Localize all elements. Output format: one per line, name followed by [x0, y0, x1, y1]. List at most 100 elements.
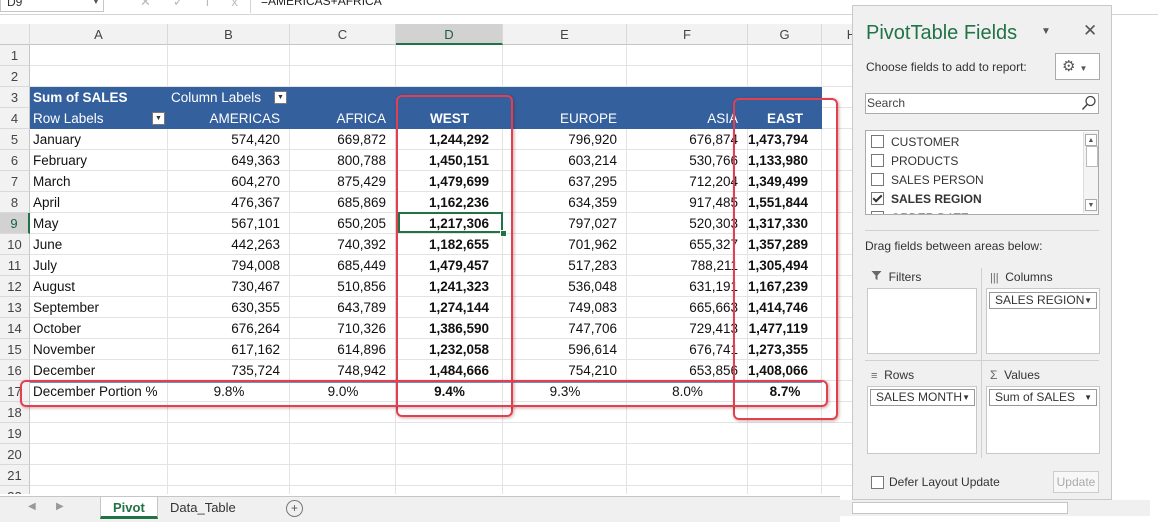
summary-value-cell[interactable]: 9.3% [549, 384, 581, 399]
row-header-4[interactable]: 4 [0, 108, 30, 129]
value-cell[interactable]: 1,408,066 [748, 363, 809, 378]
value-cell[interactable]: 442,263 [231, 237, 280, 252]
value-cell[interactable]: 631,191 [689, 279, 738, 294]
row-header-6[interactable]: 6 [0, 150, 30, 171]
summary-value-cell[interactable]: 8.7% [769, 384, 801, 399]
pivot-col-header-africa[interactable]: AFRICA [336, 111, 386, 126]
horizontal-scroll-thumb[interactable] [852, 502, 1068, 514]
value-cell[interactable]: 665,663 [689, 300, 738, 315]
value-cell[interactable]: 630,355 [231, 300, 280, 315]
search-icon[interactable] [1081, 95, 1097, 116]
row-header-9[interactable]: 9 [0, 213, 30, 234]
value-cell[interactable]: 603,214 [568, 153, 617, 168]
summary-value-cell[interactable]: 8.0% [672, 384, 703, 399]
value-cell[interactable]: 655,327 [689, 237, 738, 252]
value-cell[interactable]: 1,217,306 [428, 216, 489, 231]
value-cell[interactable]: 634,359 [568, 195, 617, 210]
row-header-21[interactable]: 21 [0, 465, 30, 486]
values-chip-sum-of-sales[interactable]: Sum of SALES ▼ [989, 389, 1097, 406]
tab-scroll-right-icon[interactable]: ▶ [56, 501, 64, 512]
value-cell[interactable]: 796,920 [568, 132, 617, 147]
update-button[interactable]: Update [1053, 471, 1099, 493]
field-list-scrollbar[interactable]: ▲ ▼ [1083, 132, 1098, 213]
value-cell[interactable]: 653,856 [689, 363, 738, 378]
field-item-order-date[interactable]: ORDER DATE [871, 209, 969, 214]
column-header-a[interactable]: A [30, 24, 168, 45]
filters-drop-area[interactable] [867, 288, 977, 354]
row-header-19[interactable]: 19 [0, 423, 30, 444]
value-cell[interactable]: 701,962 [568, 237, 617, 252]
value-cell[interactable]: 596,614 [568, 342, 617, 357]
value-cell[interactable]: 1,414,746 [748, 300, 809, 315]
field-item-sales-person[interactable]: SALES PERSON [871, 171, 984, 190]
value-cell[interactable]: 1,244,292 [428, 132, 489, 147]
value-cell[interactable]: 875,429 [337, 174, 386, 189]
value-cell[interactable]: 1,317,330 [748, 216, 809, 231]
pivot-col-header-americas[interactable]: AMERICAS [209, 111, 280, 126]
value-cell[interactable]: 729,413 [689, 321, 738, 336]
row-label-march[interactable]: March [33, 174, 71, 189]
field-list-scroll-thumb[interactable] [1086, 146, 1098, 167]
value-cell[interactable]: 617,162 [231, 342, 280, 357]
row-header-1[interactable]: 1 [0, 45, 30, 66]
value-cell[interactable]: 1,473,794 [748, 132, 809, 147]
field-checkbox[interactable] [871, 192, 884, 205]
value-cell[interactable]: 676,741 [689, 342, 738, 357]
columns-chip-sales-region[interactable]: SALES REGION ▼ [989, 292, 1097, 309]
row-header-11[interactable]: 11 [0, 255, 30, 276]
value-cell[interactable]: 1,182,655 [428, 237, 489, 252]
column-labels-filter-button[interactable]: ▼ [274, 91, 287, 104]
value-cell[interactable]: 1,386,590 [428, 321, 489, 336]
value-cell[interactable]: 1,273,355 [748, 342, 809, 357]
row-label-november[interactable]: November [33, 342, 96, 357]
summary-value-cell[interactable]: 9.8% [213, 384, 245, 399]
tab-scroll-left-icon[interactable]: ◀ [28, 501, 36, 512]
value-cell[interactable]: 614,896 [337, 342, 386, 357]
row-label-october[interactable]: October [33, 321, 82, 336]
value-cell[interactable]: 1,479,457 [428, 258, 489, 273]
value-cell[interactable]: 1,477,119 [748, 321, 808, 336]
field-checkbox[interactable] [871, 154, 884, 167]
pane-options-dropdown-icon[interactable]: ▼ [1041, 26, 1051, 37]
value-cell[interactable]: 1,357,289 [748, 237, 809, 252]
value-cell[interactable]: 650,205 [337, 216, 386, 231]
tab-pivot[interactable]: Pivot [100, 497, 158, 519]
value-cell[interactable]: 530,766 [689, 153, 738, 168]
value-cell[interactable]: 1,479,699 [428, 174, 489, 189]
column-header-f[interactable]: F [627, 24, 748, 45]
column-header-g[interactable]: G [748, 24, 822, 45]
value-cell[interactable]: 1,551,844 [748, 195, 809, 210]
row-header-3[interactable]: 3 [0, 87, 30, 108]
row-labels-filter-button[interactable]: ▼ [152, 112, 165, 125]
value-cell[interactable]: 1,241,323 [428, 279, 489, 294]
pivot-col-header-europe[interactable]: EUROPE [559, 111, 617, 126]
column-header-h[interactable]: H [822, 24, 852, 45]
field-item-products[interactable]: PRODUCTS [871, 152, 958, 171]
row-header-18[interactable]: 18 [0, 402, 30, 423]
pivot-col-header-east[interactable]: EAST [766, 111, 803, 126]
tab-data-table[interactable]: Data_Table [170, 500, 236, 515]
row-header-22[interactable]: 22 [0, 486, 30, 494]
value-cell[interactable]: 1,162,236 [428, 195, 489, 210]
row-header-5[interactable]: 5 [0, 129, 30, 150]
field-checkbox[interactable] [871, 135, 884, 148]
value-cell[interactable]: 747,706 [568, 321, 617, 336]
pivot-col-header-west[interactable]: WEST [430, 111, 469, 126]
value-cell[interactable]: 800,788 [337, 153, 386, 168]
row-label-september[interactable]: September [33, 300, 100, 315]
value-cell[interactable]: 685,869 [337, 195, 386, 210]
value-cell[interactable]: 536,048 [568, 279, 617, 294]
value-cell[interactable]: 574,420 [231, 132, 280, 147]
field-item-sales-region[interactable]: SALES REGION [871, 190, 982, 209]
value-cell[interactable]: 730,467 [231, 279, 280, 294]
value-cell[interactable]: 712,204 [689, 174, 738, 189]
value-cell[interactable]: 797,027 [568, 216, 617, 231]
row-label-april[interactable]: April [33, 195, 61, 210]
value-cell[interactable]: 754,210 [568, 363, 617, 378]
row-header-10[interactable]: 10 [0, 234, 30, 255]
value-cell[interactable]: 476,367 [231, 195, 280, 210]
value-cell[interactable]: 794,008 [231, 258, 280, 273]
row-label-may[interactable]: May [33, 216, 59, 231]
value-cell[interactable]: 917,485 [689, 195, 738, 210]
row-label-august[interactable]: August [33, 279, 76, 294]
